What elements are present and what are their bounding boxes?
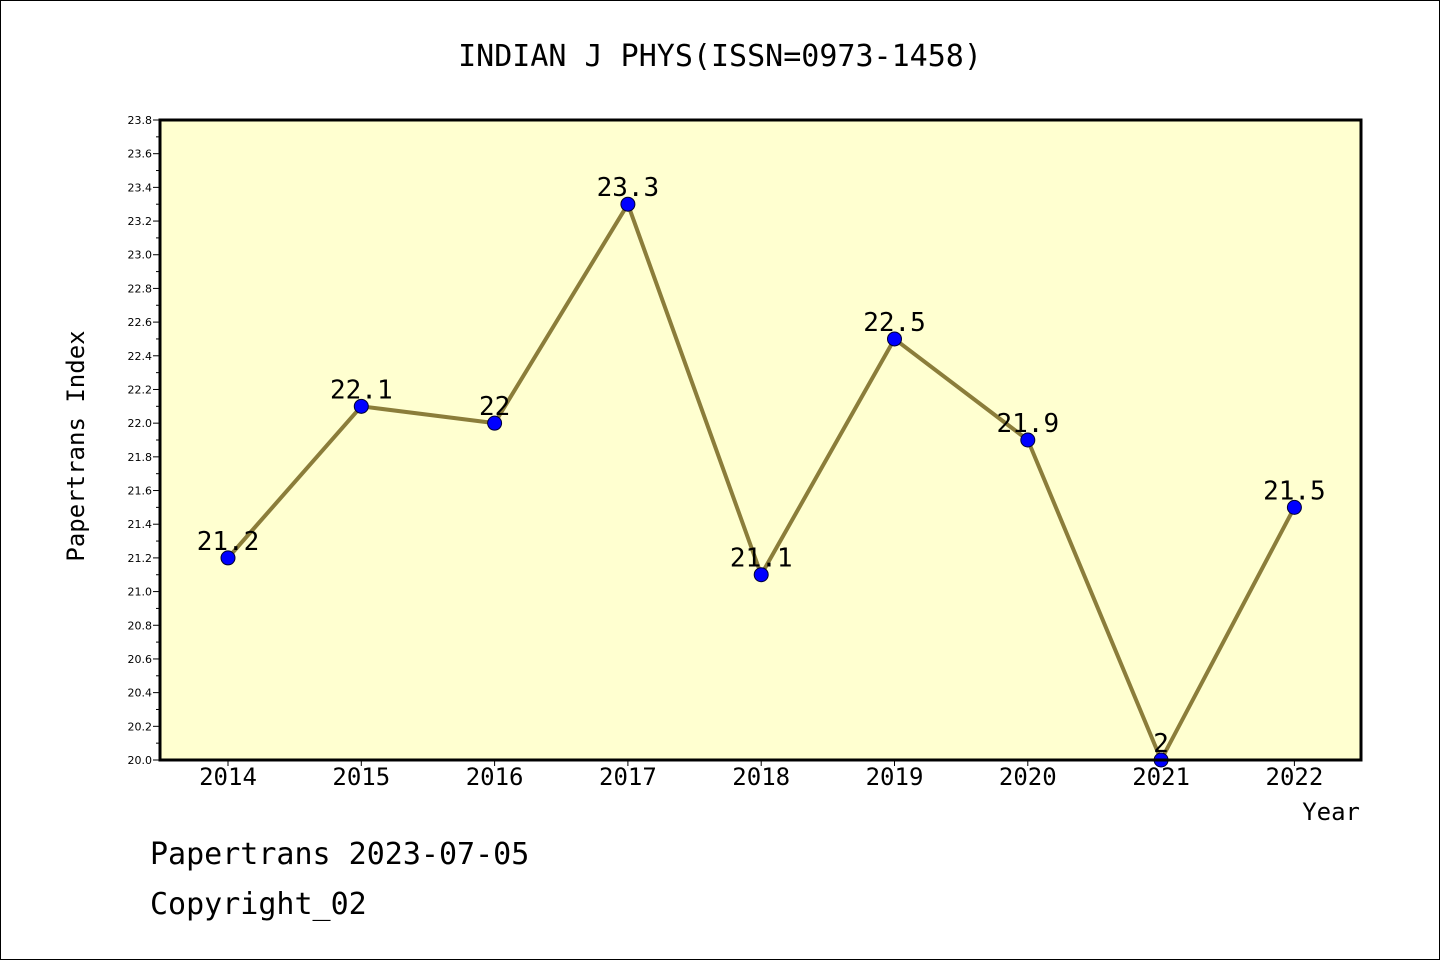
y-axis-title: Papertrans Index <box>62 330 90 561</box>
x-tick-label: 2018 <box>732 763 790 791</box>
data-label: 21.5 <box>1263 476 1326 506</box>
y-tick-label: 21.8 <box>128 451 153 464</box>
data-point <box>220 550 236 566</box>
x-tick-label: 2020 <box>999 763 1057 791</box>
footer-date-text: Papertrans 2023-07-05 <box>150 837 529 872</box>
y-tick-label: 21.4 <box>128 518 153 531</box>
y-tick-label: 22.0 <box>128 417 153 430</box>
chart-title: INDIAN J PHYS(ISSN=0973-1458) <box>458 39 982 74</box>
y-tick-label: 23.6 <box>128 148 153 161</box>
y-tick-label: 20.0 <box>128 754 153 767</box>
x-tick-label: 2021 <box>1132 763 1190 791</box>
y-tick-label: 21.2 <box>128 552 153 565</box>
y-tick-label: 21.0 <box>128 586 153 599</box>
x-axis-title: Year <box>1302 798 1360 826</box>
data-label: 22.5 <box>863 308 926 338</box>
data-label: 22.1 <box>330 375 393 405</box>
data-point <box>620 196 636 212</box>
x-tick-label: 2015 <box>332 763 390 791</box>
x-tick-label: 2017 <box>599 763 657 791</box>
data-label: 23.3 <box>597 173 660 203</box>
y-tick-label: 23.0 <box>128 249 153 262</box>
data-label: 2 <box>1153 729 1169 759</box>
y-tick-label: 20.4 <box>128 687 153 700</box>
y-tick-label: 20.6 <box>128 653 153 666</box>
y-tick-label: 23.4 <box>128 181 153 194</box>
data-point <box>887 331 902 347</box>
y-tick-label: 22.4 <box>128 350 153 363</box>
data-point <box>487 415 503 431</box>
data-point <box>353 398 369 414</box>
x-tick-label: 2014 <box>199 763 257 791</box>
y-tick-label: 23.8 <box>128 114 153 127</box>
y-tick-label: 20.8 <box>128 619 153 632</box>
data-point <box>753 567 769 583</box>
plot-border <box>158 118 1363 762</box>
y-tick-label: 23.2 <box>128 215 153 228</box>
x-tick-label: 2022 <box>1266 763 1324 791</box>
y-tick-label: 22.6 <box>128 316 153 329</box>
plot-background <box>160 120 1361 760</box>
x-tick-label: 2016 <box>466 763 524 791</box>
data-label: 21.9 <box>996 409 1059 439</box>
y-tick-label: 21.6 <box>128 485 153 498</box>
y-tick-label: 22.8 <box>128 282 153 295</box>
data-label: 21.2 <box>197 527 260 557</box>
data-label: 21.1 <box>730 544 793 574</box>
footer-copyright-text: Copyright_02 <box>150 887 367 922</box>
plot-area: 20.0 20.2 20.4 20.6 20.8 21.0 21.2 21.4 21.6 21.8… <box>128 114 1363 791</box>
data-point <box>1286 499 1302 515</box>
y-tick-label: 22.2 <box>128 383 153 396</box>
data-point <box>1020 432 1036 448</box>
x-tick-label: 2019 <box>866 763 924 791</box>
y-tick-label: 20.2 <box>128 720 153 733</box>
data-label: 22 <box>479 392 510 422</box>
